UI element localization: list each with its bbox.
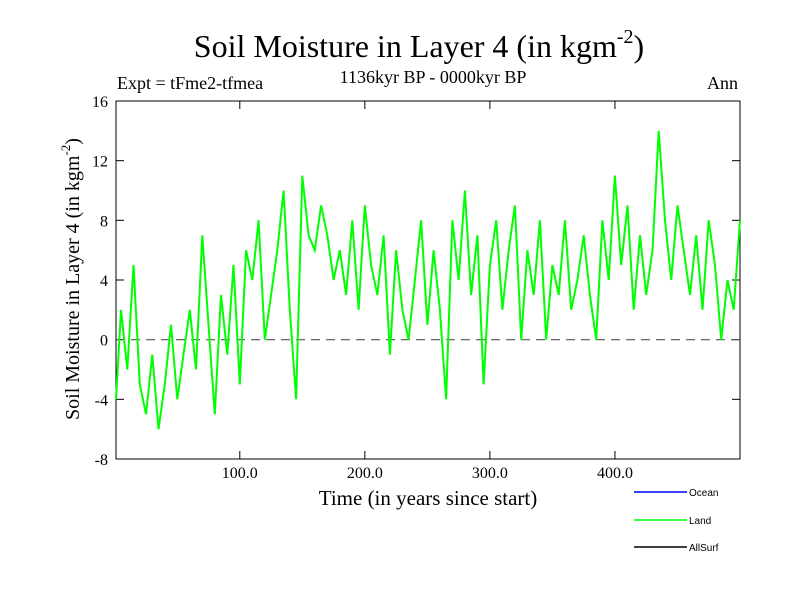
plot-frame: [115, 100, 741, 460]
legend: Ocean Land AllSurf: [634, 488, 719, 554]
y-axis-label-superscript: -2: [58, 145, 73, 156]
x-tick-label: 100.0: [222, 465, 258, 482]
y-axis-label-suffix: ): [62, 138, 84, 145]
chart-title-main: Soil Moisture in Layer 4 (in kgm: [194, 28, 617, 64]
chart-title-suffix: ): [634, 28, 645, 64]
land-series-line: [115, 130, 741, 430]
y-tick-label: -8: [95, 452, 108, 469]
x-tick-label: 200.0: [347, 465, 383, 482]
y-axis-label: Soil Moisture in Layer 4 (in kgm-2): [58, 138, 84, 420]
chart-title: Soil Moisture in Layer 4 (in kgm-2): [194, 26, 644, 64]
y-tick-label: 4: [100, 273, 108, 290]
y-tick-label: 16: [92, 94, 108, 111]
y-tick-marks: [116, 100, 740, 460]
legend-label-ocean: Ocean: [689, 488, 718, 499]
y-tick-labels: -8 -4 0 4 8 12 16: [92, 94, 108, 469]
x-tick-label: 300.0: [472, 465, 508, 482]
y-tick-label: 0: [100, 333, 108, 350]
y-tick-label: 12: [92, 154, 108, 171]
x-tick-labels: 100.0 200.0 300.0 400.0: [222, 465, 633, 482]
chart-subtitle: 1136kyr BP - 0000kyr BP: [340, 67, 527, 87]
y-tick-label: -4: [95, 392, 108, 409]
legend-label-allsurf: AllSurf: [689, 543, 719, 554]
x-tick-label: 400.0: [597, 465, 633, 482]
legend-label-land: Land: [689, 516, 711, 527]
right-annotation: Ann: [707, 73, 738, 93]
y-tick-label: 8: [100, 213, 108, 230]
chart-title-superscript: -2: [617, 26, 634, 48]
x-tick-marks: [239, 101, 616, 459]
left-annotation: Expt = tFme2-tfmea: [117, 73, 263, 93]
y-axis-label-main: Soil Moisture in Layer 4 (in kgm: [62, 155, 84, 420]
x-axis-label: Time (in years since start): [319, 486, 538, 510]
